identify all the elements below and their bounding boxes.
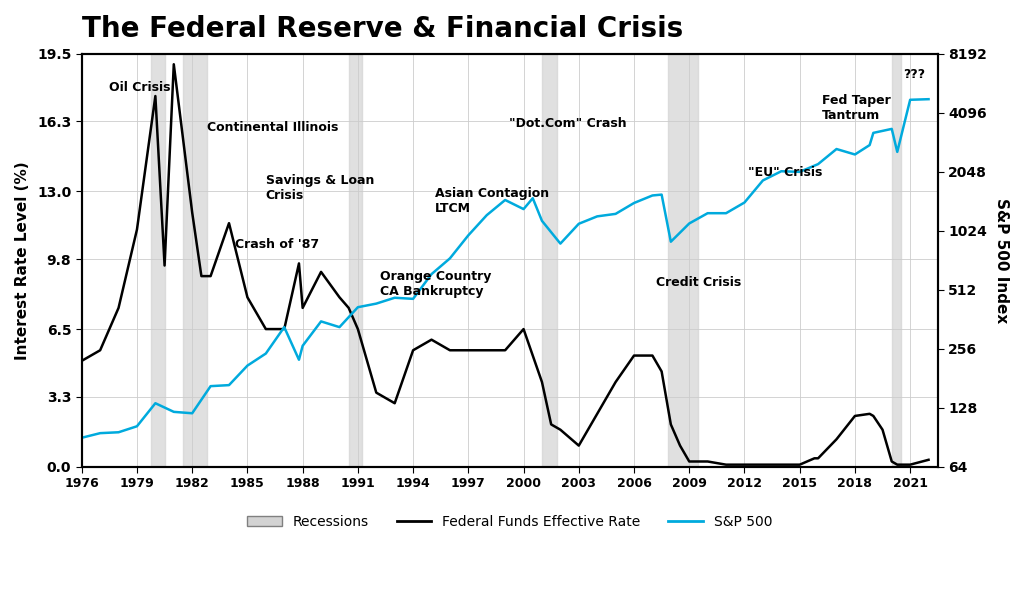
Text: The Federal Reserve & Financial Crisis: The Federal Reserve & Financial Crisis: [82, 15, 683, 43]
Y-axis label: S&P 500 Index: S&P 500 Index: [994, 197, 1009, 323]
Text: Crash of '87: Crash of '87: [234, 238, 318, 251]
Bar: [668, 53, 698, 467]
Bar: [348, 53, 362, 467]
Text: Fed Taper
Tantrum: Fed Taper Tantrum: [822, 94, 891, 122]
Legend: Recessions, Federal Funds Effective Rate, S&P 500: Recessions, Federal Funds Effective Rate…: [242, 509, 778, 534]
Bar: [151, 53, 165, 467]
Bar: [183, 53, 208, 467]
Y-axis label: Interest Rate Level (%): Interest Rate Level (%): [15, 161, 30, 359]
Text: Savings & Loan
Crisis: Savings & Loan Crisis: [266, 175, 374, 202]
Text: Oil Crisis: Oil Crisis: [110, 81, 171, 94]
Bar: [892, 53, 901, 467]
Text: ???: ???: [903, 68, 925, 82]
Bar: [542, 53, 557, 467]
Text: "EU" Crisis: "EU" Crisis: [749, 166, 822, 179]
Text: Continental Illinois: Continental Illinois: [207, 121, 338, 134]
Text: "Dot.Com" Crash: "Dot.Com" Crash: [509, 117, 627, 130]
Text: Credit Crisis: Credit Crisis: [656, 276, 741, 289]
Text: Asian Contagion
LTCM: Asian Contagion LTCM: [435, 187, 549, 215]
Text: Orange Country
CA Bankruptcy: Orange Country CA Bankruptcy: [380, 270, 492, 298]
